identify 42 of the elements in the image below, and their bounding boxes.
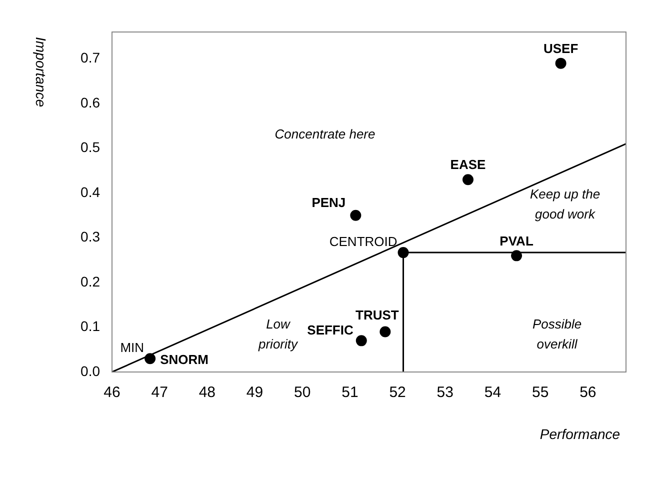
annotation: SNORM	[160, 352, 208, 368]
annotation: SEFFIC	[307, 322, 354, 338]
point	[398, 247, 409, 258]
y-tick-label: 0.3	[80, 228, 100, 245]
x-tick-label: 51	[342, 384, 358, 402]
y-tick-label: 0.2	[80, 273, 100, 290]
x-tick-label: 53	[436, 384, 454, 402]
x-tick-label: 46	[104, 384, 120, 402]
x-tick-label: 47	[151, 384, 168, 402]
point	[350, 210, 362, 221]
y-tick-label: 0.7	[80, 50, 100, 66]
x-tick-label: 48	[198, 384, 216, 402]
point	[462, 174, 474, 186]
annotation: PENJ	[312, 195, 346, 210]
point	[555, 58, 566, 69]
annotation: TRUST	[356, 307, 399, 322]
x-tick-label: 55	[532, 384, 549, 402]
x-tick-label: 49	[246, 384, 264, 402]
annotation: CENTROID	[329, 234, 398, 250]
y-tick-label: 0.6	[80, 94, 100, 110]
y-tick-label: 0.4	[80, 184, 100, 200]
x-tick-label: 52	[389, 384, 406, 402]
annotation: Concentrate here	[274, 126, 376, 142]
annotation: PVAL	[500, 233, 534, 248]
point	[380, 326, 391, 338]
x-tick-label: 50	[294, 384, 311, 402]
x-axis-title: Performance	[540, 426, 620, 442]
x-tick-label: 56	[580, 384, 596, 402]
y-tick-label: 0.1	[80, 318, 100, 334]
annotation: MIN	[120, 340, 144, 356]
annotation: USEF	[543, 40, 578, 56]
annotation: EASE	[450, 157, 486, 172]
annotation: Possible overkill	[532, 316, 582, 352]
point	[511, 250, 522, 262]
y-tick-label: 0.5	[80, 139, 100, 156]
y-tick-label: 0.0	[80, 362, 100, 379]
annotation: Keep up the good work	[530, 186, 600, 222]
annotation: Low priority	[257, 316, 299, 352]
x-tick-label: 54	[484, 384, 502, 402]
y-axis-title: Importance	[33, 36, 50, 108]
point	[144, 353, 156, 364]
point	[356, 335, 367, 346]
